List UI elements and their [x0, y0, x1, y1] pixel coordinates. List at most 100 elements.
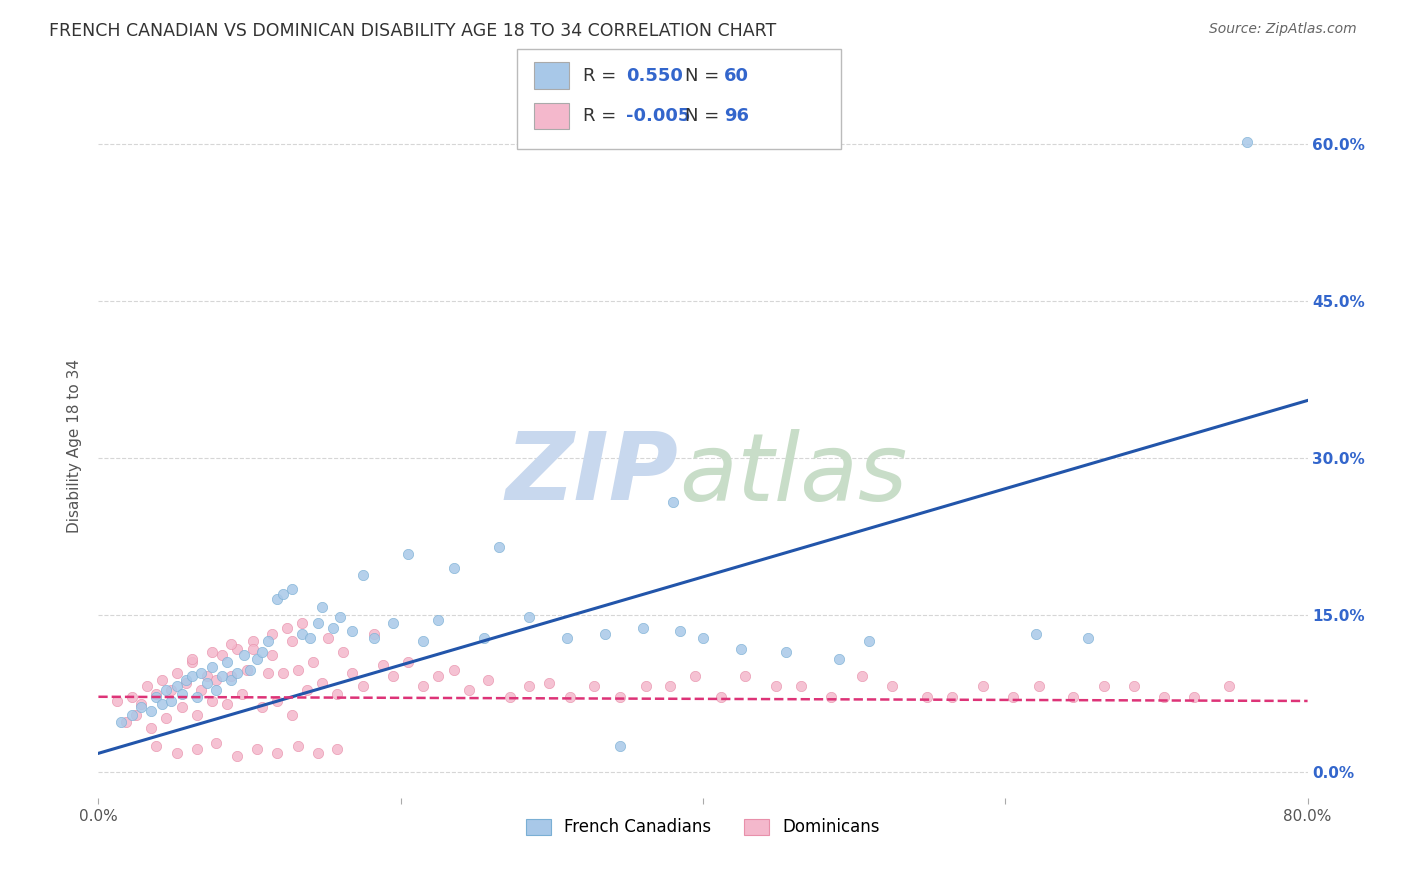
Point — [412, 634, 434, 648]
Point — [517, 610, 540, 624]
Point — [114, 714, 136, 729]
Point — [166, 679, 188, 693]
Point — [488, 540, 510, 554]
Point — [332, 645, 354, 659]
Point — [221, 669, 243, 683]
Point — [232, 648, 254, 662]
Point — [412, 679, 434, 693]
Text: N =: N = — [685, 67, 718, 85]
Point — [201, 694, 224, 708]
Point — [1001, 690, 1024, 704]
Point — [215, 697, 238, 711]
Point — [155, 711, 177, 725]
Point — [307, 747, 329, 761]
Point — [941, 690, 963, 704]
Point — [352, 679, 374, 693]
Point — [363, 631, 385, 645]
Point — [710, 690, 733, 704]
Point — [1153, 690, 1175, 704]
Point — [1092, 679, 1115, 693]
Point — [246, 742, 269, 756]
Point — [291, 616, 314, 631]
Point — [311, 676, 333, 690]
Point — [558, 690, 581, 704]
Point — [174, 673, 197, 687]
Point — [775, 645, 797, 659]
Point — [215, 655, 238, 669]
Point — [239, 663, 262, 677]
Point — [250, 645, 273, 659]
Point — [316, 631, 339, 645]
Point — [730, 641, 752, 656]
Point — [1122, 679, 1144, 693]
Point — [246, 652, 269, 666]
Point — [326, 687, 349, 701]
Point — [472, 631, 495, 645]
Point — [593, 627, 616, 641]
Point — [498, 690, 520, 704]
Point — [186, 742, 208, 756]
Point — [537, 676, 560, 690]
Point — [295, 683, 318, 698]
Legend: French Canadians, Dominicans: French Canadians, Dominicans — [519, 812, 887, 843]
Point — [443, 561, 465, 575]
Text: R =: R = — [583, 107, 617, 125]
Point — [477, 673, 499, 687]
Point — [205, 736, 228, 750]
Text: 0.550: 0.550 — [626, 67, 682, 85]
Point — [205, 683, 228, 698]
Text: Source: ZipAtlas.com: Source: ZipAtlas.com — [1209, 22, 1357, 37]
Point — [195, 669, 218, 683]
Point — [363, 627, 385, 641]
Point — [110, 714, 132, 729]
Point — [427, 613, 450, 627]
Point — [186, 707, 208, 722]
Point — [145, 739, 167, 753]
Point — [145, 690, 167, 704]
Text: -0.005: -0.005 — [626, 107, 690, 125]
Point — [972, 679, 994, 693]
Point — [382, 669, 405, 683]
Point — [226, 665, 249, 680]
Point — [443, 663, 465, 677]
Point — [195, 676, 218, 690]
Text: N =: N = — [685, 107, 718, 125]
Text: 96: 96 — [724, 107, 749, 125]
Point — [555, 631, 578, 645]
Point — [160, 683, 183, 698]
Point — [121, 707, 143, 722]
Point — [396, 655, 419, 669]
Point — [190, 665, 212, 680]
Point — [125, 707, 148, 722]
Point — [135, 679, 157, 693]
Point — [457, 683, 479, 698]
Point — [221, 673, 243, 687]
Point — [181, 669, 204, 683]
Point — [1218, 679, 1240, 693]
Point — [1028, 679, 1050, 693]
Point — [231, 687, 253, 701]
Point — [242, 641, 264, 656]
Point — [329, 610, 352, 624]
Point — [170, 700, 193, 714]
Point — [266, 694, 288, 708]
Point — [287, 663, 309, 677]
Point — [281, 707, 304, 722]
Point — [307, 616, 329, 631]
Point — [851, 669, 873, 683]
Point — [517, 679, 540, 693]
Point — [734, 669, 756, 683]
Point — [631, 621, 654, 635]
Point — [201, 645, 224, 659]
Point — [141, 705, 163, 719]
Point — [242, 634, 264, 648]
Point — [692, 631, 714, 645]
Point — [322, 621, 344, 635]
Point — [302, 655, 325, 669]
Point — [266, 747, 288, 761]
Point — [256, 665, 278, 680]
Point — [205, 673, 228, 687]
Point — [250, 700, 273, 714]
Point — [105, 694, 128, 708]
Point — [311, 599, 333, 614]
